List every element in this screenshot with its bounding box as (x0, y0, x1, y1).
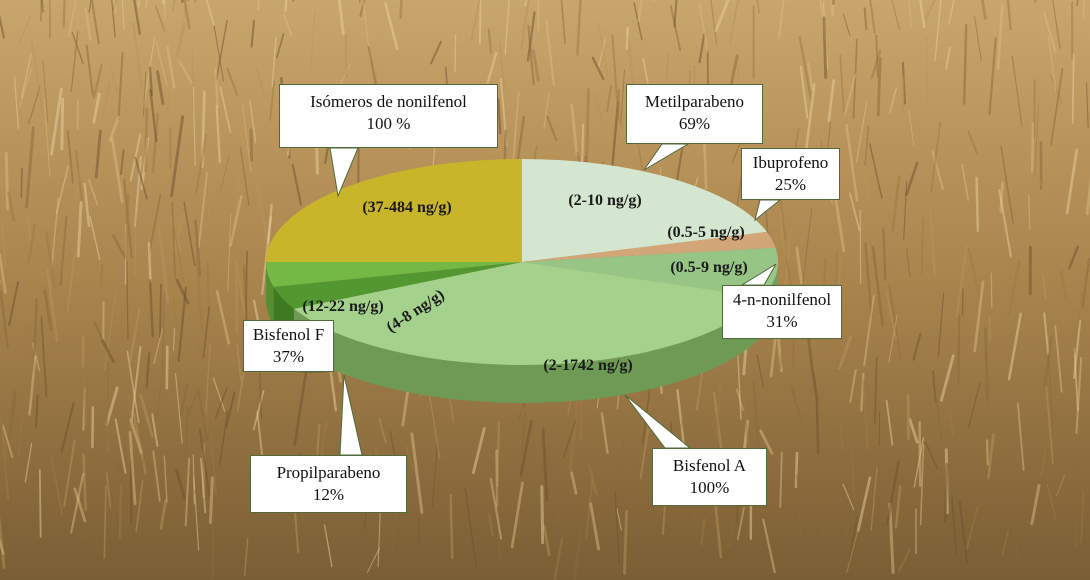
callout-propilparabeno: Propilparabeno 12% (250, 455, 407, 513)
callout-metilparabeno: Metilparabeno 69% (626, 84, 763, 144)
pie-side-bpf (266, 262, 274, 325)
callout-label: Isómeros de nonilfenol (310, 92, 467, 111)
pie-slice-bpa (293, 262, 763, 366)
pie-slice-metil (522, 159, 767, 262)
callout-label: Propilparabeno (276, 463, 381, 482)
slice-range-label-bpa: (2-1742 ng/g) (543, 357, 632, 374)
callout-percent: 100% (689, 478, 730, 497)
pie-slice-bpf (266, 262, 522, 287)
pie-slice-propil (273, 262, 522, 309)
callout-label: Ibuprofeno (752, 153, 829, 172)
callout-pointer-metil (643, 143, 690, 171)
slice-range-label-ibu: (0.5-5 ng/g) (667, 224, 744, 241)
callout-pointer-propil (339, 374, 363, 456)
pie-slice-nonil (522, 247, 778, 298)
callout-4-n-nonilfenol: 4-n-nonilfenol 31% (722, 285, 842, 339)
callout-label: 4-n-nonilfenol (732, 290, 832, 309)
slice-range-label-metil: (2-10 ng/g) (568, 192, 641, 209)
callout-ibuprofeno: Ibuprofeno 25% (741, 148, 840, 200)
callout-percent: 100 % (366, 114, 411, 133)
callout-label: Bisfenol A (672, 456, 747, 475)
slice-range-label-bpf: (12-22 ng/g) (302, 298, 383, 315)
callout-percent: 69% (678, 114, 711, 133)
slice-range-label-nonil: (0.5-9 ng/g) (670, 259, 747, 276)
callout-percent: 31% (766, 312, 798, 331)
callout-percent: 12% (312, 485, 345, 504)
callout-bisfenol-f: Bisfenol F 37% (243, 320, 334, 372)
callout-percent: 25% (774, 175, 807, 194)
pie-slice-ibu (522, 231, 776, 262)
callout-label: Bisfenol F (252, 325, 325, 344)
callout-label: Metilparabeno (644, 92, 745, 111)
callout-pointer-bpa (624, 394, 692, 449)
slice-range-label-iso: (37-484 ng/g) (362, 199, 451, 216)
pie-side-bpa (293, 297, 763, 404)
pie-slice-iso (266, 159, 522, 262)
callout-percent: 37% (272, 347, 305, 366)
callout-pointer-iso (329, 147, 359, 198)
callout-bisfenol-a: Bisfenol A 100% (652, 448, 767, 506)
callout-pointer-ibu (754, 199, 782, 222)
callout-isomeros-nonilfenol: Isómeros de nonilfenol 100 % (279, 84, 498, 148)
